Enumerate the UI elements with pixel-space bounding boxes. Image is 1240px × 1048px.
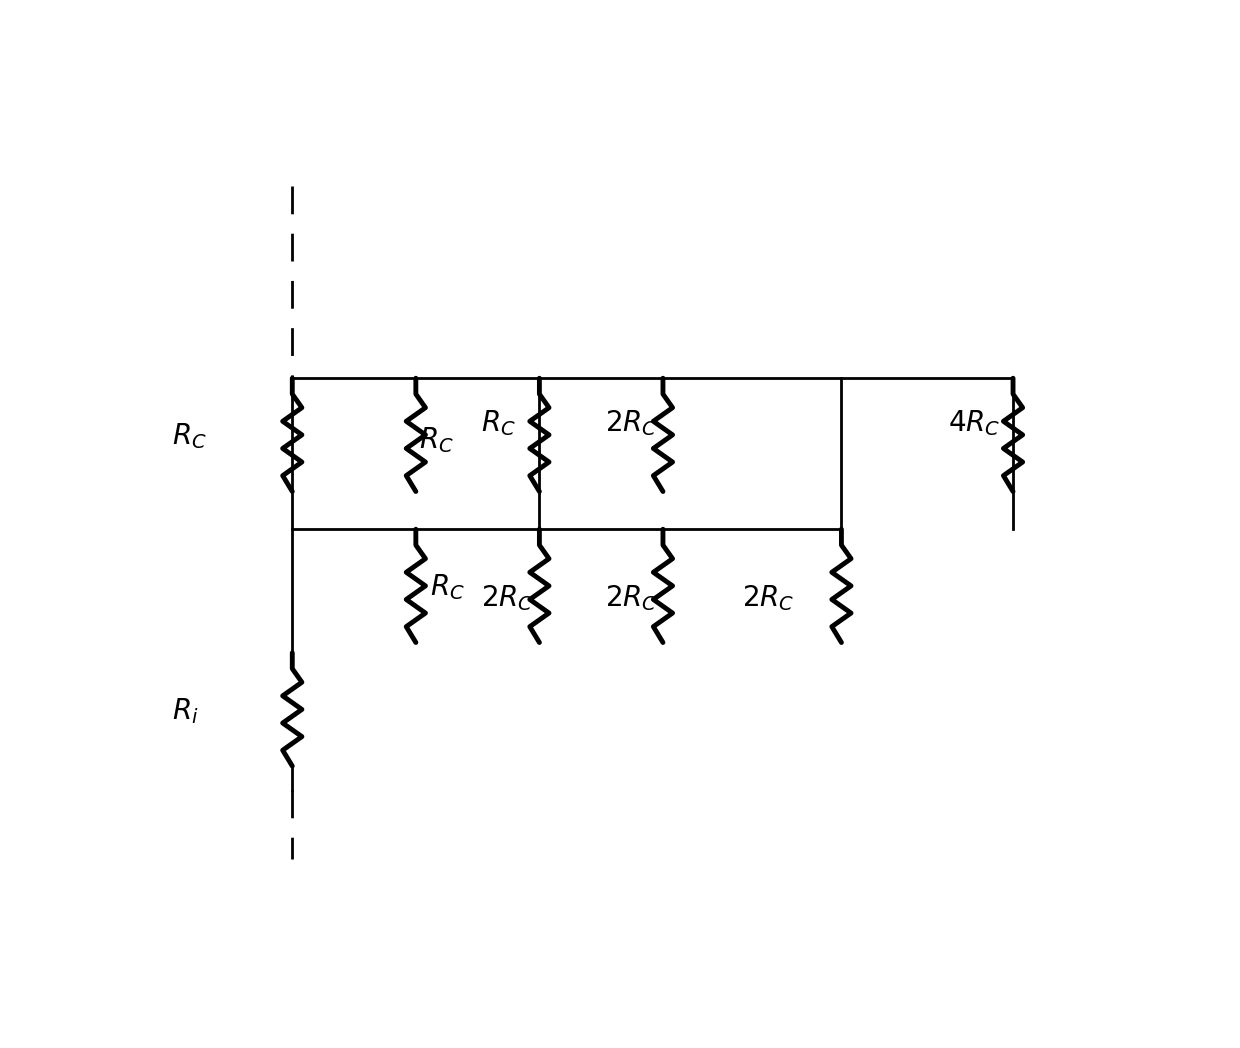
- Text: $R_C$: $R_C$: [419, 425, 454, 455]
- Text: $2R_C$: $2R_C$: [742, 583, 795, 613]
- Text: $R_i$: $R_i$: [172, 696, 198, 726]
- Text: $4R_C$: $4R_C$: [947, 408, 1001, 438]
- Text: $2R_C$: $2R_C$: [481, 583, 533, 613]
- Text: $2R_C$: $2R_C$: [605, 408, 657, 438]
- Text: $R_C$: $R_C$: [172, 421, 207, 452]
- Text: $R_C$: $R_C$: [429, 572, 465, 603]
- Text: $R_C$: $R_C$: [481, 408, 516, 438]
- Text: $2R_C$: $2R_C$: [605, 583, 657, 613]
